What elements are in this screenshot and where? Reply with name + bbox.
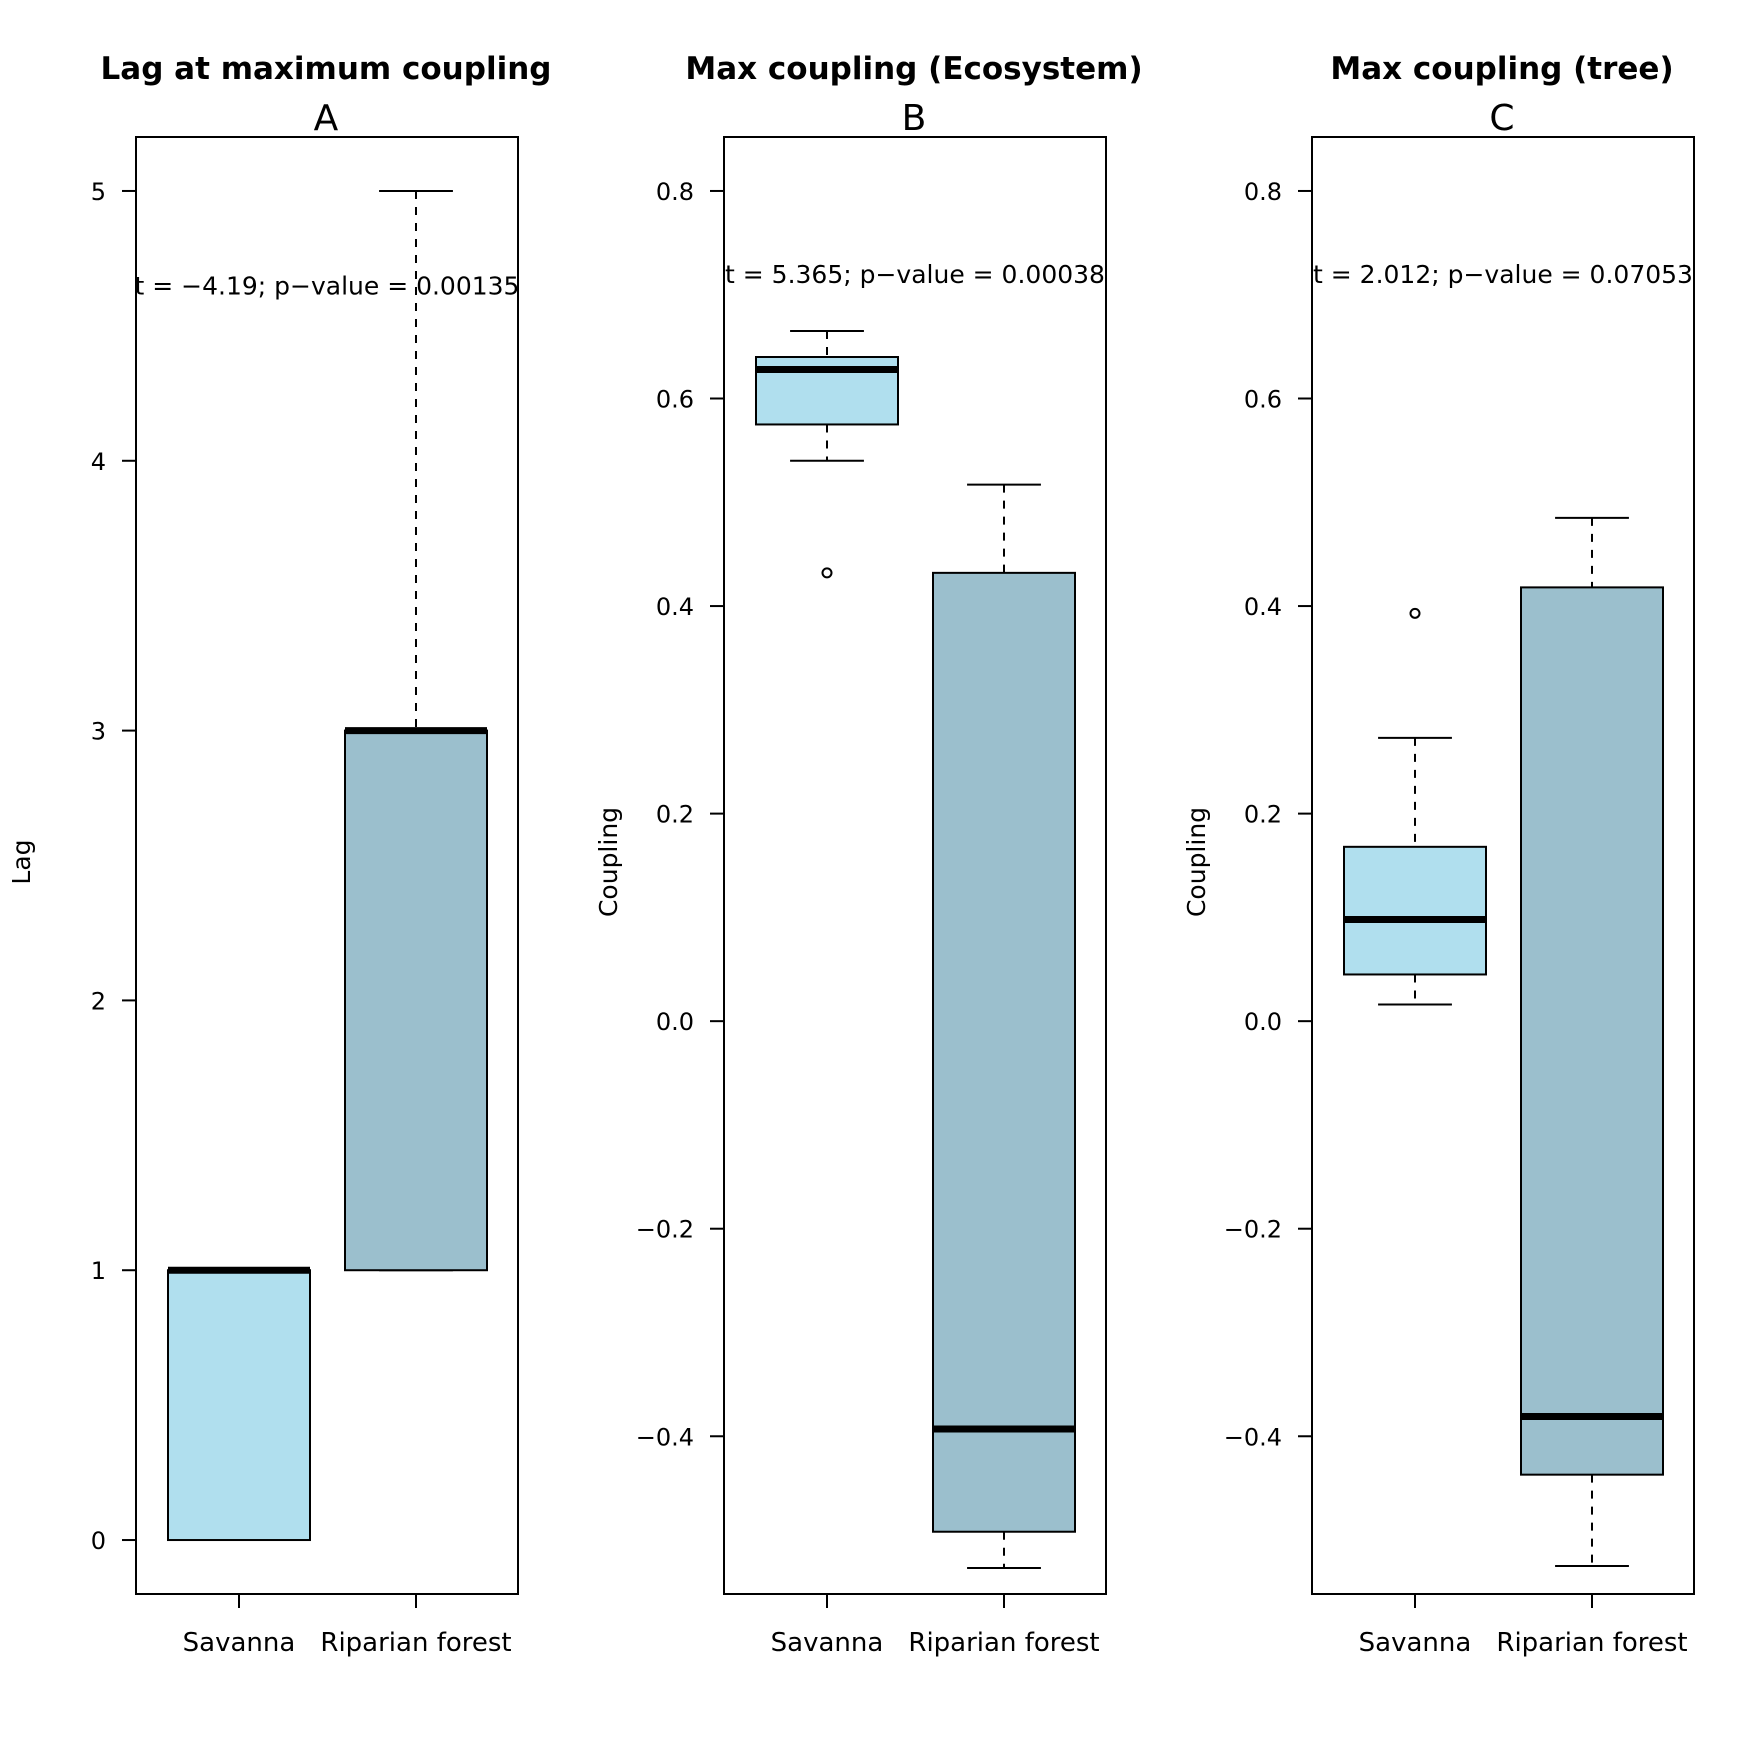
y-tick-label-b-2: 0.0	[656, 1008, 694, 1036]
y-tick-label-c-4: 0.4	[1244, 593, 1282, 621]
y-tick-label-c-5: 0.6	[1244, 386, 1282, 414]
box-b-1	[932, 571, 1076, 1533]
outlier-point-b-0-0	[821, 567, 833, 579]
panel-c-y-axis-label: Coupling	[1182, 807, 1211, 917]
panel-a-title: Lag at maximum coupling	[101, 51, 552, 87]
box-c-0	[1343, 845, 1487, 976]
y-tick-label-b-3: 0.2	[656, 801, 694, 829]
stat-annotation-a: t = −4.19; p−value = 0.00135	[135, 271, 520, 300]
plot-frame-b	[723, 136, 1107, 1595]
y-tick-label-c-3: 0.2	[1244, 801, 1282, 829]
panel-a: Lag at maximum coupling A Lag 0 1 2 3 4 5 Sava…	[7, 51, 551, 1658]
y-tick-label-a-2: 2	[91, 987, 106, 1015]
y-tick-label-b-5: 0.6	[656, 386, 694, 414]
panel-a-label: A	[314, 98, 339, 139]
box-a-0	[167, 1269, 311, 1542]
outlier-point-c-0-0	[1409, 607, 1421, 619]
category-label-c-1: Riparian forest	[1496, 1628, 1687, 1658]
category-label-a-1: Riparian forest	[320, 1628, 511, 1658]
plot-frame-c	[1311, 136, 1695, 1595]
panel-b-plot: −0.4 −0.2 0.0 0.2 0.4 0.6 0.8 Savanna Riparian f…	[636, 136, 1107, 1658]
category-label-a-0: Savanna	[183, 1628, 296, 1658]
panel-b-title: Max coupling (Ecosystem)	[685, 51, 1142, 87]
y-tick-label-c-1: −0.2	[1224, 1216, 1282, 1244]
y-tick-label-b-6: 0.8	[656, 178, 694, 206]
panel-c: Max coupling (tree) C Coupling −0.4 −0.2 0…	[1182, 51, 1695, 1658]
y-tick-label-b-1: −0.2	[636, 1216, 694, 1244]
panel-c-plot: −0.4 −0.2 0.0 0.2 0.4 0.6 0.8 Savanna Riparian f…	[1224, 136, 1695, 1658]
panel-a-plot: 0 1 2 3 4 5 Savanna Riparian forest t = −4.19; p…	[91, 136, 520, 1658]
panel-b-label: B	[902, 98, 927, 139]
y-tick-label-a-5: 5	[91, 178, 106, 206]
plot-frame-a	[135, 136, 519, 1595]
panel-b: Max coupling (Ecosystem) B Coupling −0.4…	[594, 51, 1143, 1658]
stat-annotation-b: t = 5.365; p−value = 0.00038	[725, 260, 1105, 289]
y-tick-label-a-3: 3	[91, 718, 106, 746]
box-a-1	[344, 729, 488, 1272]
y-tick-label-b-0: −0.4	[636, 1423, 694, 1451]
y-tick-label-c-6: 0.8	[1244, 178, 1282, 206]
y-tick-label-c-0: −0.4	[1224, 1423, 1282, 1451]
y-tick-label-c-2: 0.0	[1244, 1008, 1282, 1036]
y-tick-label-b-4: 0.4	[656, 593, 694, 621]
category-label-c-0: Savanna	[1359, 1628, 1472, 1658]
panel-c-label: C	[1489, 98, 1514, 139]
panel-c-title: Max coupling (tree)	[1330, 51, 1673, 87]
category-label-b-0: Savanna	[771, 1628, 884, 1658]
y-tick-label-a-0: 0	[91, 1527, 106, 1555]
y-tick-label-a-1: 1	[91, 1257, 106, 1285]
box-c-1	[1520, 586, 1664, 1476]
y-tick-label-a-4: 4	[91, 448, 106, 476]
panel-a-y-axis-label: Lag	[7, 839, 36, 884]
stat-annotation-c: t = 2.012; p−value = 0.07053	[1313, 260, 1693, 289]
panel-b-y-axis-label: Coupling	[594, 807, 623, 917]
category-label-b-1: Riparian forest	[908, 1628, 1099, 1658]
